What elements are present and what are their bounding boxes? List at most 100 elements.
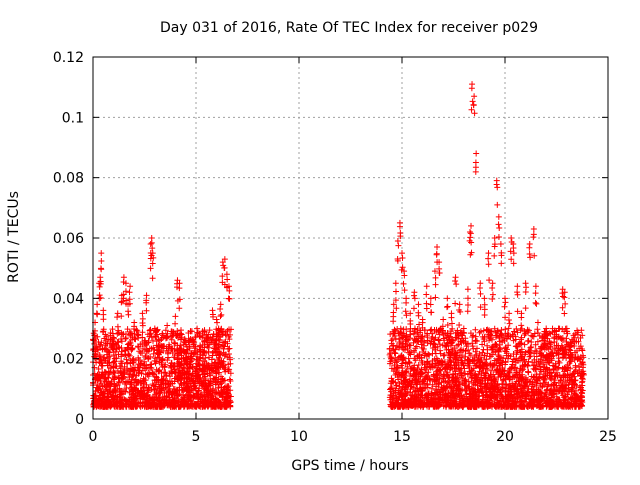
data-point xyxy=(468,239,475,246)
data-point xyxy=(217,400,224,407)
data-point xyxy=(164,357,171,364)
chart-title: Day 031 of 2016, Rate Of TEC Index for r… xyxy=(160,20,538,36)
data-point xyxy=(166,373,173,380)
data-point xyxy=(166,388,173,395)
data-point xyxy=(444,321,451,328)
data-point xyxy=(228,326,235,333)
data-point xyxy=(224,340,231,347)
data-point xyxy=(126,370,133,377)
data-point xyxy=(493,181,500,188)
data-point xyxy=(481,295,488,302)
data-point xyxy=(464,286,471,293)
data-point xyxy=(143,346,150,353)
data-point xyxy=(208,356,215,363)
data-point xyxy=(159,330,166,337)
data-point xyxy=(139,310,146,317)
data-point xyxy=(429,381,436,388)
data-point xyxy=(121,388,128,395)
data-point xyxy=(96,352,103,359)
data-point xyxy=(133,326,140,333)
data-point xyxy=(145,385,152,392)
data-point xyxy=(217,306,224,313)
data-point xyxy=(395,242,402,249)
data-point xyxy=(178,375,185,382)
data-point xyxy=(101,390,108,397)
data-point xyxy=(220,342,227,349)
data-point xyxy=(151,377,158,384)
data-point xyxy=(124,365,131,372)
data-point xyxy=(204,387,211,394)
data-point xyxy=(526,244,533,251)
data-point xyxy=(427,301,434,308)
data-point xyxy=(224,398,231,405)
data-point xyxy=(227,370,234,377)
data-point xyxy=(146,364,153,371)
data-point xyxy=(162,327,169,334)
data-point xyxy=(156,383,163,390)
data-point xyxy=(198,383,205,390)
data-point xyxy=(508,235,515,241)
data-point xyxy=(172,313,179,320)
data-point xyxy=(224,327,231,334)
data-point xyxy=(193,356,200,363)
data-point xyxy=(411,292,418,299)
data-point xyxy=(146,327,153,334)
data-point xyxy=(506,320,513,327)
y-axis-label: ROTI / TECUs xyxy=(6,191,22,283)
data-point xyxy=(118,335,125,342)
data-point xyxy=(94,301,101,308)
data-point xyxy=(143,307,150,314)
data-point xyxy=(116,389,123,396)
data-point xyxy=(505,317,512,324)
data-point xyxy=(494,184,501,191)
data-point xyxy=(147,241,154,248)
data-point xyxy=(132,376,139,383)
data-point xyxy=(118,344,125,351)
data-point xyxy=(480,346,487,353)
data-point xyxy=(225,392,232,399)
data-point xyxy=(155,336,162,343)
data-point xyxy=(127,385,134,392)
data-point xyxy=(207,382,214,389)
data-point xyxy=(141,358,148,365)
data-point xyxy=(191,339,198,346)
data-point xyxy=(194,325,201,332)
data-point xyxy=(213,363,220,370)
data-point xyxy=(207,394,214,401)
data-point xyxy=(399,250,405,257)
data-point xyxy=(165,381,172,388)
data-point xyxy=(172,320,179,327)
y-tick-label: 0.1 xyxy=(62,110,84,126)
data-point xyxy=(218,390,225,397)
data-point xyxy=(121,396,128,403)
data-point xyxy=(522,288,529,295)
data-point xyxy=(146,397,153,404)
data-point xyxy=(390,318,397,325)
data-point xyxy=(164,400,171,407)
y-tick-label: 0.02 xyxy=(53,352,84,368)
data-point xyxy=(177,330,184,337)
data-point xyxy=(108,378,115,385)
data-point xyxy=(130,358,137,365)
data-point xyxy=(98,400,105,407)
data-point xyxy=(139,329,146,336)
data-point xyxy=(448,320,455,327)
data-point xyxy=(432,294,439,301)
data-point xyxy=(201,349,208,356)
data-point xyxy=(171,364,178,371)
data-point xyxy=(464,302,471,309)
data-point xyxy=(227,387,234,394)
data-point xyxy=(166,397,173,404)
data-point xyxy=(444,304,451,311)
data-point xyxy=(495,221,502,228)
data-point xyxy=(173,403,180,410)
data-point xyxy=(219,393,226,400)
data-point xyxy=(119,368,126,375)
data-point xyxy=(173,347,180,354)
data-point xyxy=(524,338,531,345)
data-point xyxy=(489,296,496,303)
data-point xyxy=(222,368,229,375)
data-point xyxy=(91,364,98,371)
data-point xyxy=(111,387,118,394)
data-point xyxy=(217,352,224,359)
